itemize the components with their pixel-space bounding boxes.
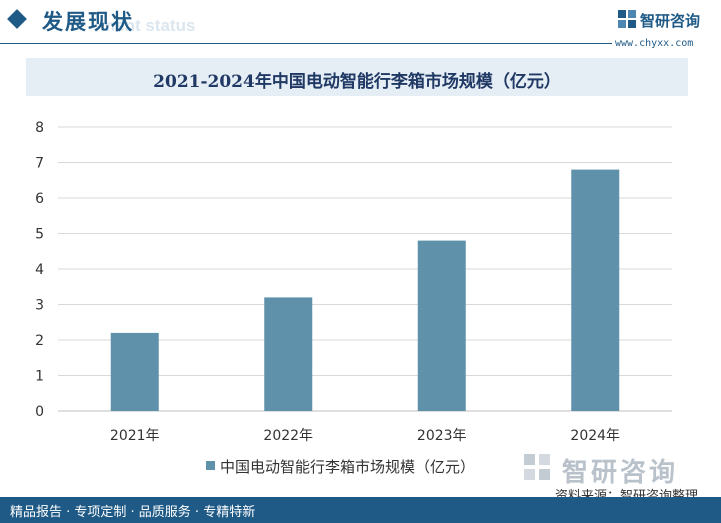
chart-title-band: 2021-2024年中国电动智能行李箱市场规模（亿元） — [26, 58, 688, 96]
bar — [110, 332, 159, 411]
header-diamond-icon — [7, 9, 27, 29]
y-tick-label: 2 — [35, 333, 44, 349]
y-tick-label: 7 — [35, 156, 44, 172]
bar — [417, 240, 466, 411]
y-tick-label: 1 — [35, 369, 44, 385]
bar — [571, 169, 620, 411]
x-tick-label: 2023年 — [417, 428, 467, 444]
page-footer: 精品报告 · 专项定制 · 品质服务 · 专精特新 — [0, 497, 721, 523]
y-tick-label: 0 — [35, 404, 44, 420]
y-tick-label: 3 — [35, 298, 44, 314]
watermark-logo: 智研咨询 — [522, 452, 721, 488]
header-subtitle: ment status — [100, 16, 196, 35]
legend-swatch — [206, 461, 215, 470]
bar-chart: 0 1 2 3 4 5 6 7 8 2021年 2022年 2023年 2024年 — [35, 120, 672, 444]
chart-title: 2021-2024年中国电动智能行李箱市场规模（亿元） — [153, 72, 561, 92]
legend-label: 中国电动智能行李箱市场规模（亿元） — [220, 458, 476, 476]
brand-name: 智研咨询 — [640, 12, 701, 30]
header-divider — [0, 43, 612, 44]
x-tick-label: 2021年 — [110, 428, 160, 444]
header-title: 发展现状 — [42, 10, 134, 34]
footer-text: 精品报告 · 专项定制 · 品质服务 · 专精特新 — [10, 505, 256, 520]
watermark-icon — [524, 454, 550, 480]
y-tick-label: 6 — [35, 191, 44, 207]
y-tick-label: 5 — [35, 227, 44, 243]
y-tick-label: 8 — [35, 120, 44, 136]
watermark-text: 智研咨询 — [562, 458, 679, 488]
brand-icon — [618, 10, 636, 28]
x-tick-label: 2022年 — [263, 428, 313, 444]
page-header: ment status 发展现状 智研咨询 www.chyxx.com — [0, 0, 721, 49]
bar — [264, 297, 313, 411]
brand-url: www.chyxx.com — [615, 38, 694, 49]
brand-logo: 智研咨询 www.chyxx.com — [615, 6, 721, 49]
x-tick-label: 2024年 — [570, 428, 620, 444]
y-tick-label: 4 — [35, 262, 44, 278]
